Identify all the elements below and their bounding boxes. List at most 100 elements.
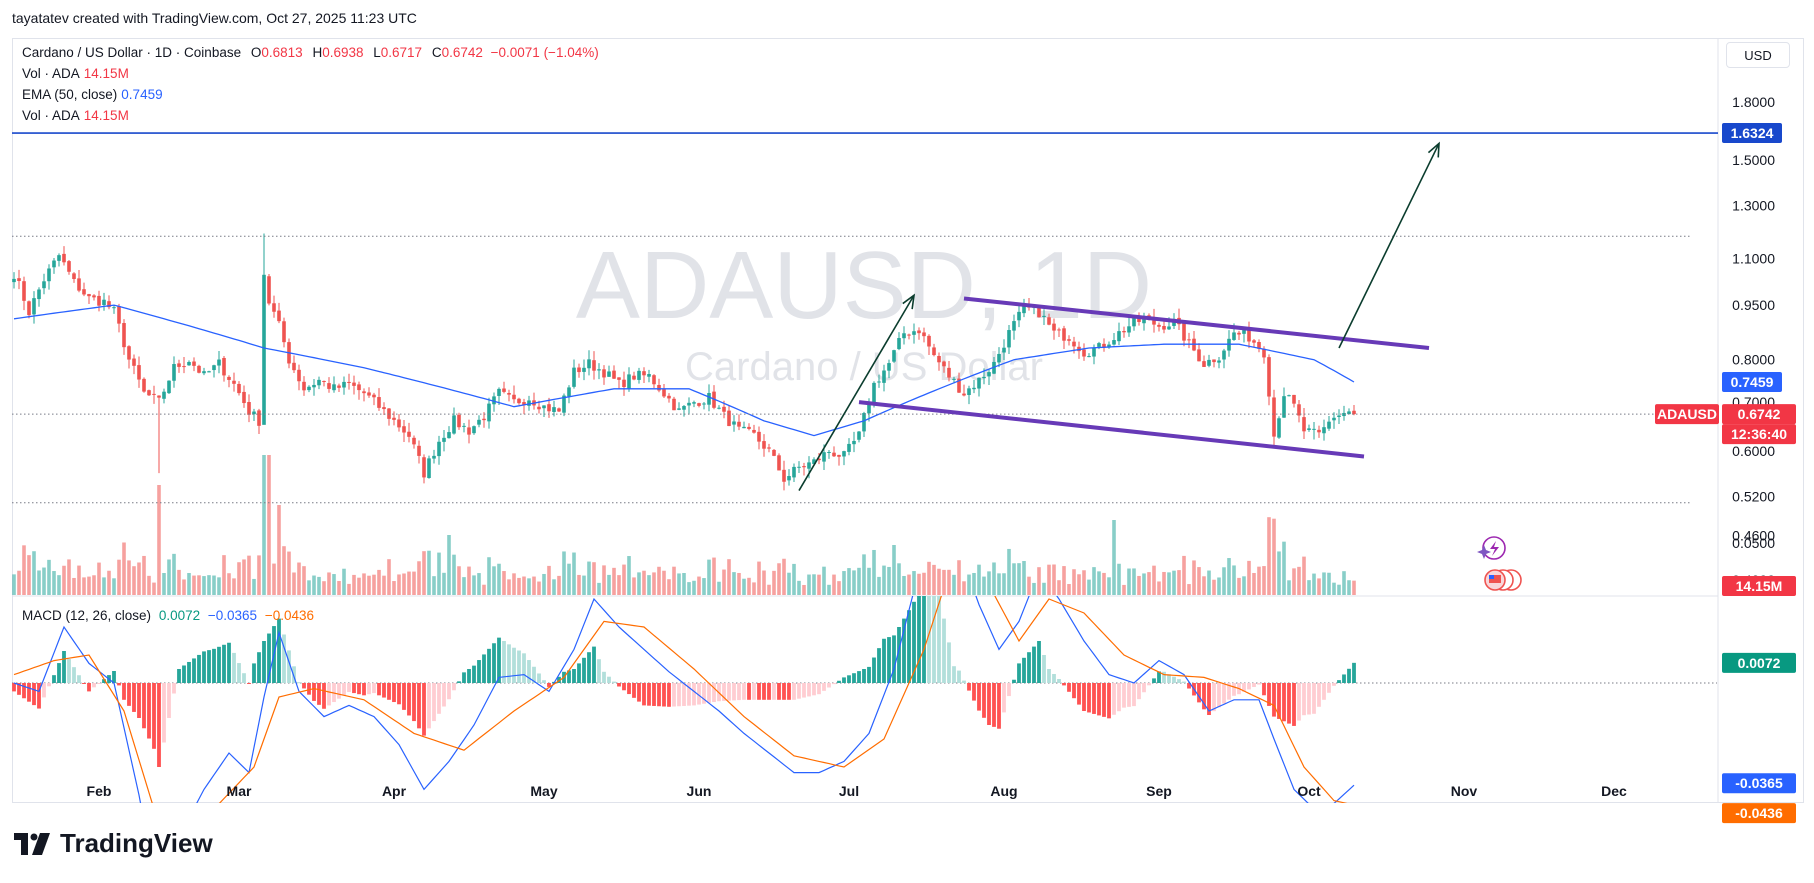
volume-label-2[interactable]: Vol · ADA: [22, 108, 80, 123]
candle-body: [967, 388, 971, 395]
volume-bar: [22, 545, 26, 595]
macd-histogram-bar: [657, 683, 661, 707]
volume-bar: [1062, 566, 1066, 595]
candle-body: [117, 306, 121, 324]
candle-body: [747, 426, 751, 429]
volume-bar: [922, 572, 926, 595]
candle-body: [1012, 321, 1016, 331]
candle-body: [1292, 394, 1296, 404]
volume-bar: [1112, 520, 1116, 595]
time-tick-label: Dec: [1601, 783, 1627, 799]
macd-pane: [12, 596, 1717, 803]
macd-signal-tag: -0.0436: [1735, 805, 1783, 821]
macd-histogram-bar: [667, 683, 671, 707]
volume-bar: [1147, 572, 1151, 595]
legend-main[interactable]: Cardano / US Dollar · 1D · Coinbase O0.6…: [22, 45, 599, 60]
candle-body: [462, 425, 466, 427]
ema-price-tag-bg: [1722, 371, 1782, 392]
volume-bar: [1037, 567, 1041, 595]
volume-bar: [1307, 580, 1311, 595]
volume-bar: [847, 568, 851, 595]
candle-body: [1232, 332, 1236, 340]
candle-body: [1082, 349, 1086, 357]
volume-bar: [217, 577, 221, 595]
volume-bar: [1197, 567, 1201, 595]
candle-body: [1137, 316, 1141, 322]
legend-ema[interactable]: EMA (50, close) 0.7459: [22, 87, 163, 102]
macd-histogram-bar: [427, 683, 431, 729]
watermark-symbol: ADAUSD, 1D: [576, 232, 1152, 339]
candle-body: [1337, 415, 1341, 417]
candle-body: [272, 303, 276, 312]
candle-body: [687, 402, 691, 406]
candle-body: [177, 363, 181, 367]
candle-body: [137, 365, 141, 380]
macd-histogram-bar: [187, 661, 191, 683]
volume-bar: [312, 575, 316, 595]
candle-body: [1262, 348, 1266, 358]
symbol-title[interactable]: Cardano / US Dollar · 1D · Coinbase: [22, 45, 242, 60]
volume-bar: [102, 577, 106, 595]
volume-label[interactable]: Vol · ADA: [22, 66, 80, 81]
macd-histogram-bar: [1087, 683, 1091, 713]
candle-body: [127, 346, 131, 360]
macd-histogram-bar: [697, 683, 701, 705]
volume-bar: [107, 570, 111, 595]
tradingview-logo[interactable]: TradingView: [14, 828, 213, 859]
legend-volume-2[interactable]: Vol · ADA 14.15M: [22, 108, 129, 123]
volume-bar: [347, 583, 351, 595]
candle-body: [517, 398, 521, 404]
macd-histogram-bar: [462, 672, 466, 683]
macd-histogram-bar: [967, 683, 971, 691]
candle-body: [942, 361, 946, 367]
candle-body: [332, 384, 336, 391]
volume-bar: [202, 576, 206, 595]
macd-histogram-bar: [232, 652, 236, 683]
currency-selector[interactable]: USD: [1726, 42, 1790, 68]
legend-macd[interactable]: MACD (12, 26, close) 0.0072 −0.0365 −0.0…: [22, 608, 314, 623]
macd-histogram-bar: [512, 647, 516, 683]
price-tick-label: 0.5200: [1732, 489, 1775, 505]
macd-histogram-bar: [672, 683, 676, 707]
macd-histogram-bar: [302, 683, 306, 689]
macd-label[interactable]: MACD (12, 26, close): [22, 608, 152, 623]
ema-label[interactable]: EMA (50, close): [22, 87, 118, 102]
macd-histogram-bar: [987, 683, 991, 725]
candle-body: [1317, 429, 1321, 433]
volume-bar: [647, 575, 651, 595]
candle-body: [87, 294, 91, 297]
macd-histogram-bar: [1202, 683, 1206, 710]
macd-histogram-bar: [87, 683, 91, 692]
volume-bar: [967, 574, 971, 595]
candle-body: [1007, 330, 1011, 348]
volume-bar: [77, 565, 81, 595]
volume-bar: [747, 577, 751, 595]
volume-bar: [1132, 568, 1136, 595]
volume-bar: [252, 578, 256, 595]
volume-bar: [87, 576, 91, 595]
volume-bar: [1222, 567, 1226, 595]
ema-line: [13, 304, 1355, 437]
legend-volume[interactable]: Vol · ADA 14.15M: [22, 66, 129, 81]
open-key: O: [250, 45, 262, 60]
trend-arrow-line: [1338, 143, 1440, 349]
candle-body: [312, 384, 316, 388]
chart-icons[interactable]: [1477, 536, 1522, 591]
volume-bar: [822, 566, 826, 595]
macd-histogram-bar: [167, 683, 171, 718]
volume-bar: [1177, 570, 1181, 595]
candle-body: [497, 388, 501, 396]
macd-histogram-bar: [1312, 683, 1316, 714]
volume-bar: [1042, 582, 1046, 595]
volume-bar: [837, 581, 841, 595]
macd-histogram-bar: [877, 648, 881, 683]
macd-histogram-bar: [1302, 683, 1306, 716]
candle-body: [212, 365, 216, 371]
candle-body: [197, 365, 201, 373]
candle-body: [572, 367, 576, 387]
candle-body: [997, 353, 1001, 363]
macd-histogram-bar: [1227, 683, 1231, 700]
candle-body: [652, 375, 656, 385]
candle-body: [632, 375, 636, 380]
